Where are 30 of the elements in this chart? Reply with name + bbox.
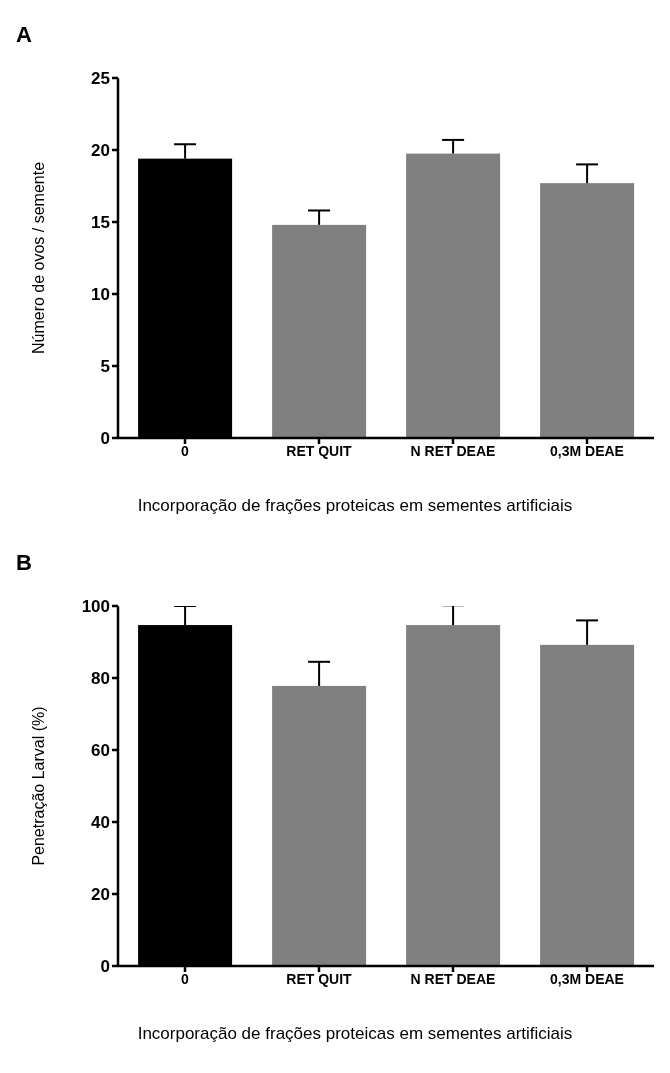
x-tick-label: RET QUIT xyxy=(286,442,353,459)
x-tick-label: 0 xyxy=(181,442,190,459)
x-tick-label: N RET DEAE xyxy=(410,442,496,459)
bar xyxy=(406,625,501,966)
y-tick-label: 100 xyxy=(81,597,110,617)
x-tick-label: RET QUIT xyxy=(286,970,353,987)
y-tick-label: 5 xyxy=(100,357,110,377)
y-tick-label: 10 xyxy=(91,285,110,305)
y-tick-label: 80 xyxy=(91,669,110,689)
x-axis-title: Incorporação de frações proteicas em sementes artificiais xyxy=(136,496,574,516)
bar xyxy=(540,183,635,438)
y-tick-label: 20 xyxy=(91,885,110,905)
y-axis-title: Penetração Larval (%) xyxy=(29,706,47,866)
x-tick-label: 0,3M DEAE xyxy=(550,442,624,459)
x-tick-label: 0,3M DEAE xyxy=(550,970,624,987)
bar xyxy=(272,224,367,438)
bar xyxy=(406,153,501,438)
x-tick-label: N RET DEAE xyxy=(410,970,496,987)
bar xyxy=(272,685,367,966)
x-axis-title: Incorporação de frações proteicas em sementes artificiais xyxy=(136,1024,574,1044)
y-axis-title: Número de ovos / semente xyxy=(29,161,47,355)
chart-title: B xyxy=(16,550,32,576)
y-tick-label: 15 xyxy=(91,213,110,233)
chart-title: A xyxy=(16,22,32,48)
y-tick-label: 60 xyxy=(91,741,110,761)
y-tick-label: 20 xyxy=(91,141,110,161)
bar xyxy=(540,644,635,966)
y-tick-label: 25 xyxy=(91,69,110,89)
x-tick-label: 0 xyxy=(181,970,190,987)
y-tick-label: 40 xyxy=(91,813,110,833)
